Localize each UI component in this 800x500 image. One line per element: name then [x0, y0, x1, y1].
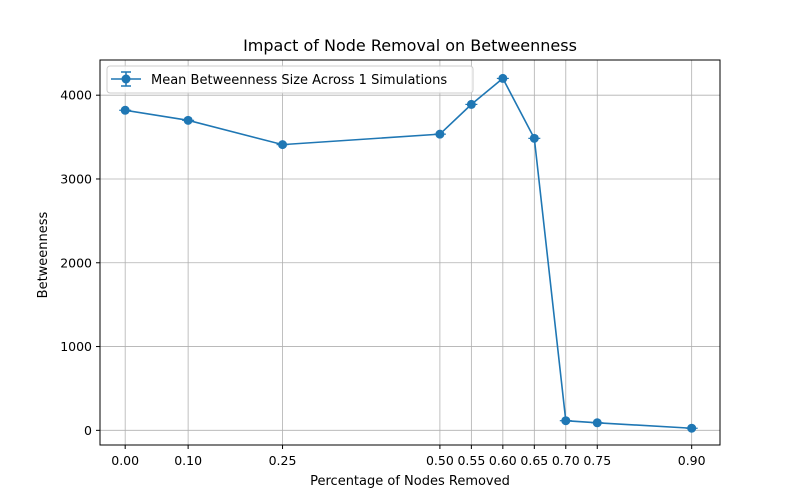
data-point: [498, 73, 508, 83]
x-tick-label: 0.25: [269, 453, 297, 468]
series-line: [125, 77, 692, 430]
tick-layer: 0.00 0.10 0.25 0.50 0.55 0.60 0.65 0.70 0.75 0.90…: [60, 88, 705, 468]
y-axis-label: Betweenness: [36, 211, 51, 298]
data-point: [278, 140, 288, 150]
x-tick-label: 0.90: [678, 453, 706, 468]
y-tick-label: 1000: [60, 339, 92, 354]
data-point: [687, 423, 697, 433]
x-tick-label: 0.60: [489, 453, 517, 468]
x-tick-label: 0.55: [457, 453, 485, 468]
legend-label: Mean Betweenness Size Across 1 Simulatio…: [151, 73, 447, 88]
data-point: [183, 115, 193, 125]
x-tick-label: 0.75: [583, 453, 611, 468]
legend-box: [106, 65, 474, 94]
y-tick-label: 4000: [60, 88, 92, 103]
x-tick-label: 0.50: [426, 453, 454, 468]
chart-title: Impact of Node Removal on Betweenness: [243, 36, 577, 55]
legend: Mean Betweenness Size Across 1 Simulatio…: [106, 65, 474, 94]
grid-lines: [100, 60, 720, 445]
y-tick-label: 0: [84, 423, 92, 438]
data-point: [466, 99, 476, 109]
data-point: [592, 418, 602, 428]
x-tick-label: 0.70: [552, 453, 580, 468]
series-layer: [119, 73, 698, 433]
x-axis-label: Percentage of Nodes Removed: [310, 474, 510, 489]
legend-marker: [121, 74, 131, 84]
x-tick-label: 0.65: [520, 453, 548, 468]
data-point: [529, 133, 539, 143]
x-tick-label: 0.00: [111, 453, 139, 468]
plot-frame: [99, 59, 721, 446]
y-tick-label: 3000: [60, 171, 92, 186]
data-point: [120, 105, 130, 115]
x-tick-label: 0.10: [174, 453, 202, 468]
y-tick-label: 2000: [60, 255, 92, 270]
data-point: [561, 416, 571, 426]
data-point: [435, 129, 445, 139]
